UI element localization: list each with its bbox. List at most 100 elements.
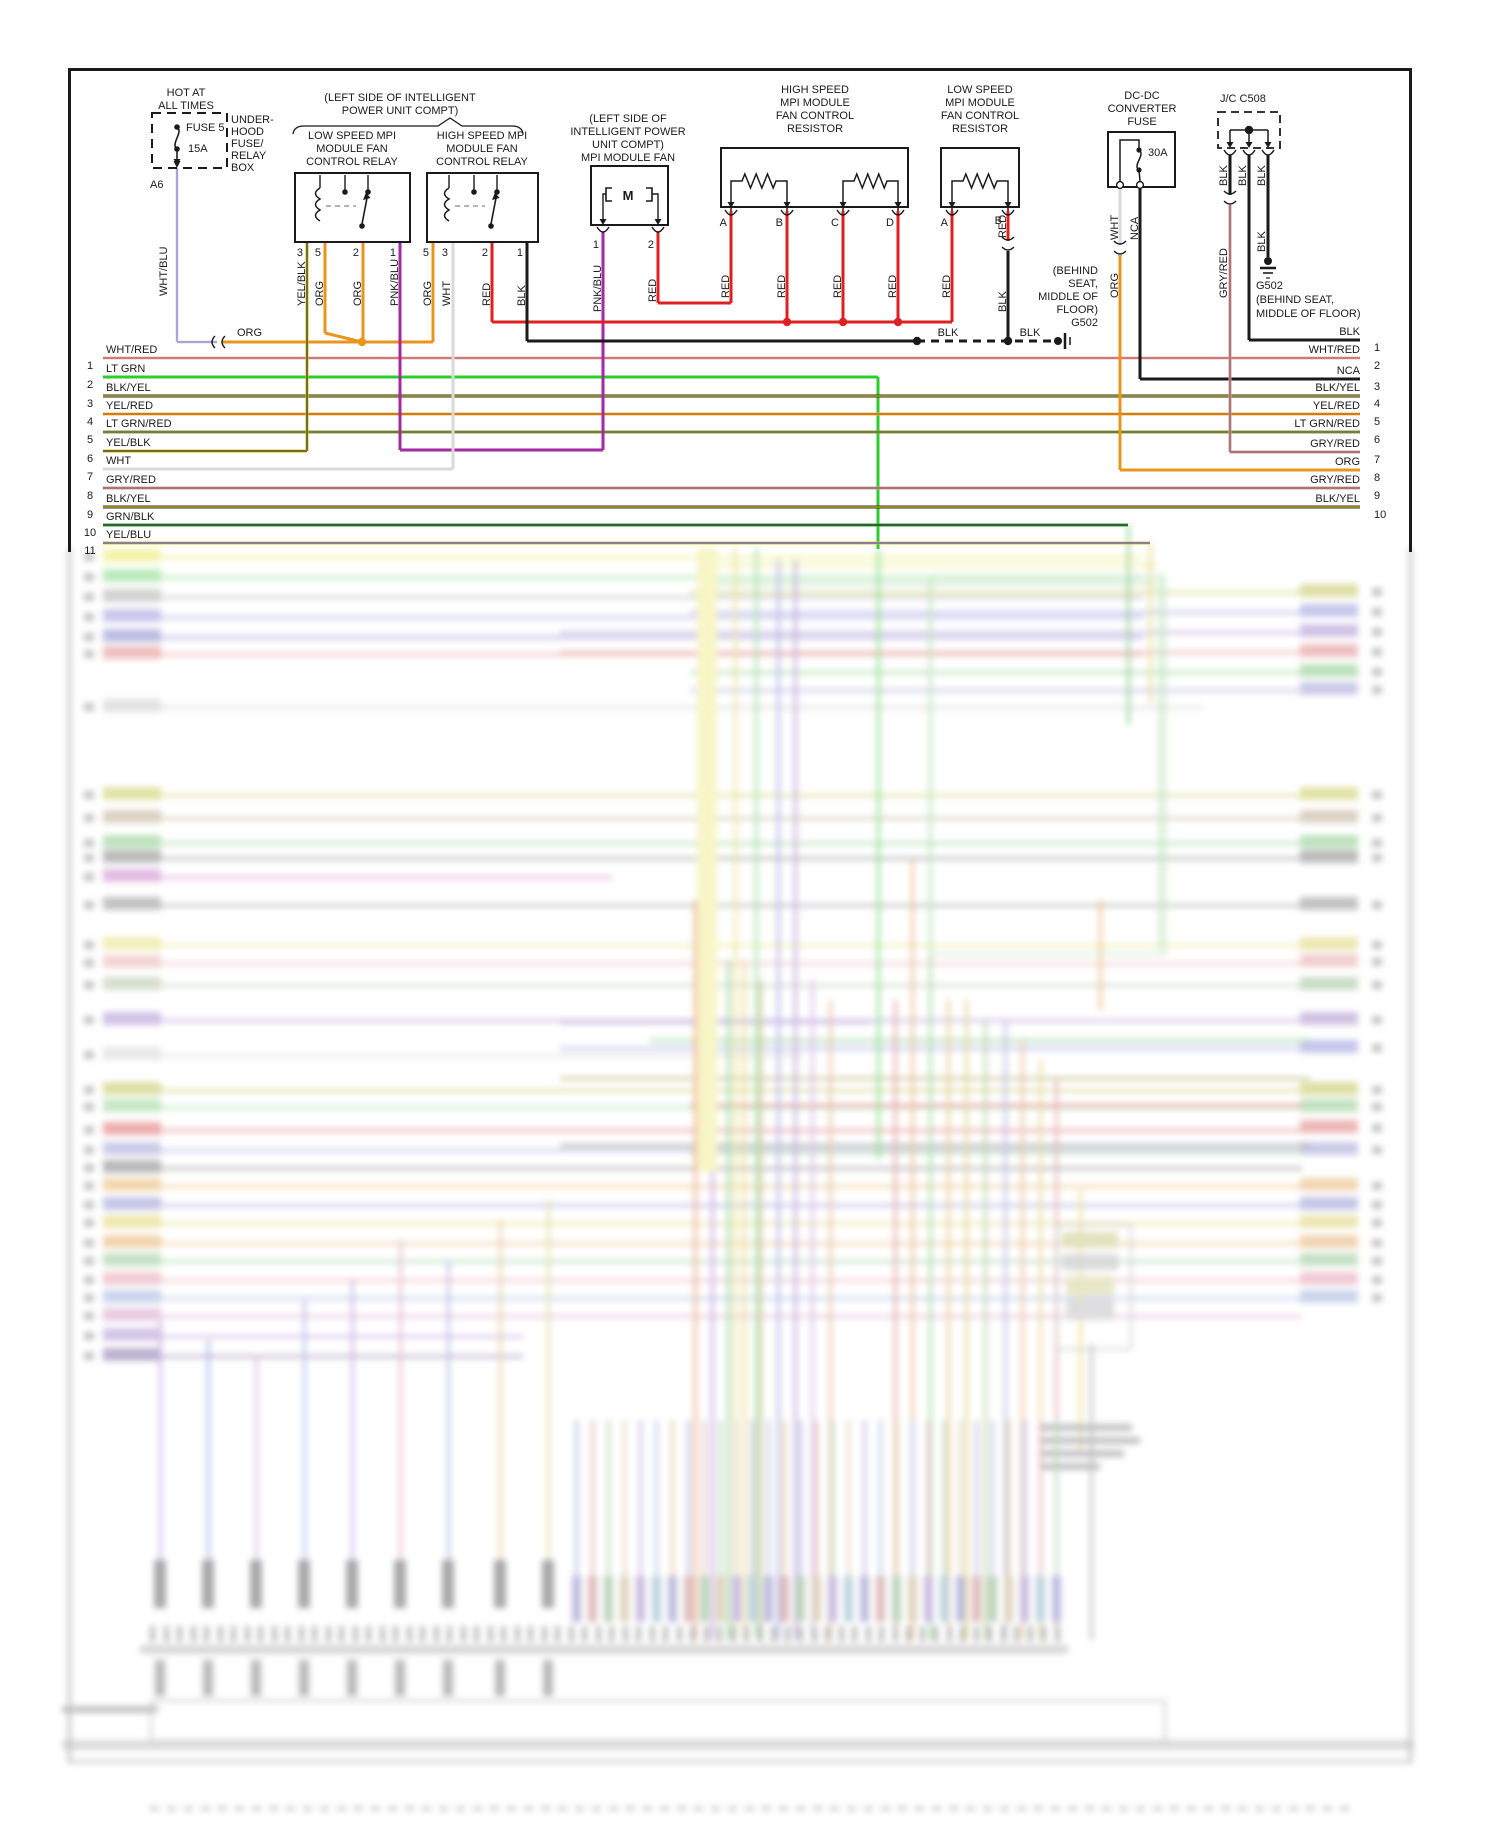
blurred-row-number (1372, 686, 1382, 694)
pin-number: 2 (482, 247, 488, 259)
junction-dot (357, 337, 367, 347)
blurred-connector-pin (251, 1660, 261, 1696)
blurred-row-label (1300, 835, 1358, 848)
blurred-row-label (1300, 1082, 1358, 1095)
blurred-footer-dash (847, 1806, 856, 1811)
pin-socket-icon (1001, 209, 1015, 216)
wire-color-label: RED (997, 215, 1009, 238)
blurred-row-number (84, 573, 94, 581)
pin-number: A (720, 217, 728, 229)
blurred-connector-pin (748, 1576, 757, 1622)
component-title: CONTROL RELAY (306, 156, 398, 168)
pin-number: 2 (353, 247, 359, 259)
left-row-number: 3 (87, 398, 93, 410)
blurred-footer-dash (490, 1806, 499, 1811)
blurred-connector-pin (299, 1660, 309, 1696)
blurred-footer-dash (337, 1806, 346, 1811)
blurred-tick (717, 1626, 722, 1642)
blurred-footer-dash (1306, 1806, 1315, 1811)
blurred-wire-row (103, 575, 1143, 579)
component-title: SEAT, (1068, 278, 1098, 290)
wire-color-label: PNK/BLU (592, 265, 604, 312)
blurred-footer-dash (711, 1806, 720, 1811)
wire-color-label: YEL/BLK (296, 261, 308, 306)
wire-color-label: WHT (1109, 215, 1121, 240)
wire-inline-label: BLK (1020, 327, 1041, 339)
relay-arm-arrow (363, 192, 371, 200)
junction-dot (782, 317, 792, 327)
blurred-block (1040, 1463, 1100, 1470)
right-row-number: 5 (1374, 416, 1380, 428)
blurred-footer-dash (1136, 1806, 1145, 1811)
blurred-row-number (84, 1332, 94, 1340)
pin-number: 1 (593, 239, 599, 251)
blurred-tick (555, 1626, 560, 1642)
blurred-wire-vertical (575, 1420, 578, 1576)
blurred-box-outline (150, 1700, 1166, 1742)
blurred-row-label (103, 549, 161, 562)
blurred-connector-pin (154, 1560, 166, 1608)
component-title: LOW SPEED MPI (308, 130, 396, 142)
blurred-wire-vertical (991, 1420, 994, 1576)
blurred-row-number (84, 981, 94, 989)
wire-color-label: ORG (422, 281, 434, 306)
blurred-wire-row (690, 688, 1302, 692)
blurred-footer-dash (1017, 1806, 1026, 1811)
right-row-label: NCA (1337, 365, 1361, 377)
relay-arm (490, 197, 497, 225)
connector-break-icon (211, 335, 226, 349)
blurred-footer-dash (1000, 1806, 1009, 1811)
blurred-footer-dash (184, 1806, 193, 1811)
blurred-connector-pin (1004, 1576, 1013, 1622)
blurred-row-number (84, 1146, 94, 1154)
blurred-tick (339, 1626, 344, 1642)
blurred-tick (919, 1626, 925, 1642)
blurred-wire-vertical (1007, 1420, 1010, 1576)
wire-color-label: BLK (1237, 165, 1249, 186)
blurred-footer-dash (1068, 1806, 1077, 1811)
blurred-wire-vertical (446, 1260, 450, 1576)
blurred-row-label (1300, 664, 1358, 677)
blurred-row-label (1300, 810, 1358, 823)
blurred-connector-pin (892, 1576, 901, 1622)
pin-number: 2 (648, 239, 654, 251)
blurred-row-label (103, 1160, 161, 1173)
blurred-footer-dash (728, 1806, 737, 1811)
right-row-number: 3 (1374, 381, 1380, 393)
blurred-connector-pin (636, 1576, 645, 1622)
left-row-number: 6 (87, 453, 93, 465)
blurred-block (1062, 1254, 1118, 1270)
blurred-row-number (1372, 981, 1382, 989)
relay-arm-arrow (492, 192, 500, 200)
blurred-connector-pin (764, 1576, 773, 1622)
component-title: MIDDLE OF FLOOR) (1256, 308, 1361, 320)
blurred-connector-pin (812, 1576, 821, 1622)
blurred-footer-dash (1340, 1806, 1349, 1811)
blurred-wire-vertical (1003, 1020, 1007, 1640)
blurred-footer-dash (813, 1806, 822, 1811)
blurred-connector-pin (972, 1576, 981, 1622)
blurred-row-number (1372, 1103, 1382, 1111)
blurred-wire-vertical (793, 560, 797, 1640)
blurred-tick (960, 1626, 965, 1642)
blurred-wire-vertical (498, 1220, 502, 1576)
blurred-footer-dash (677, 1806, 686, 1811)
blurred-block (68, 1760, 1412, 1763)
blurred-wire-vertical (1126, 525, 1130, 725)
component-title: MPI MODULE (945, 97, 1015, 109)
blurred-footer-dash (320, 1806, 329, 1811)
blurred-wire-vertical (719, 1420, 722, 1576)
right-row-number: 2 (1374, 360, 1380, 372)
blurred-wire-vertical (751, 1420, 754, 1576)
component-title: G502 (1256, 280, 1283, 292)
blurred-row-number (84, 1126, 94, 1134)
wire-color-label: BLK (1256, 165, 1268, 186)
blurred-row-number (1372, 608, 1382, 616)
blurred-tick (258, 1626, 263, 1642)
junction-dot (893, 317, 903, 327)
right-row-label: GRY/RED (1310, 438, 1360, 450)
blurred-tick (649, 1626, 655, 1642)
relay-internals (314, 175, 500, 229)
blurred-tick (271, 1626, 277, 1642)
blurred-footer-dash (983, 1806, 992, 1811)
